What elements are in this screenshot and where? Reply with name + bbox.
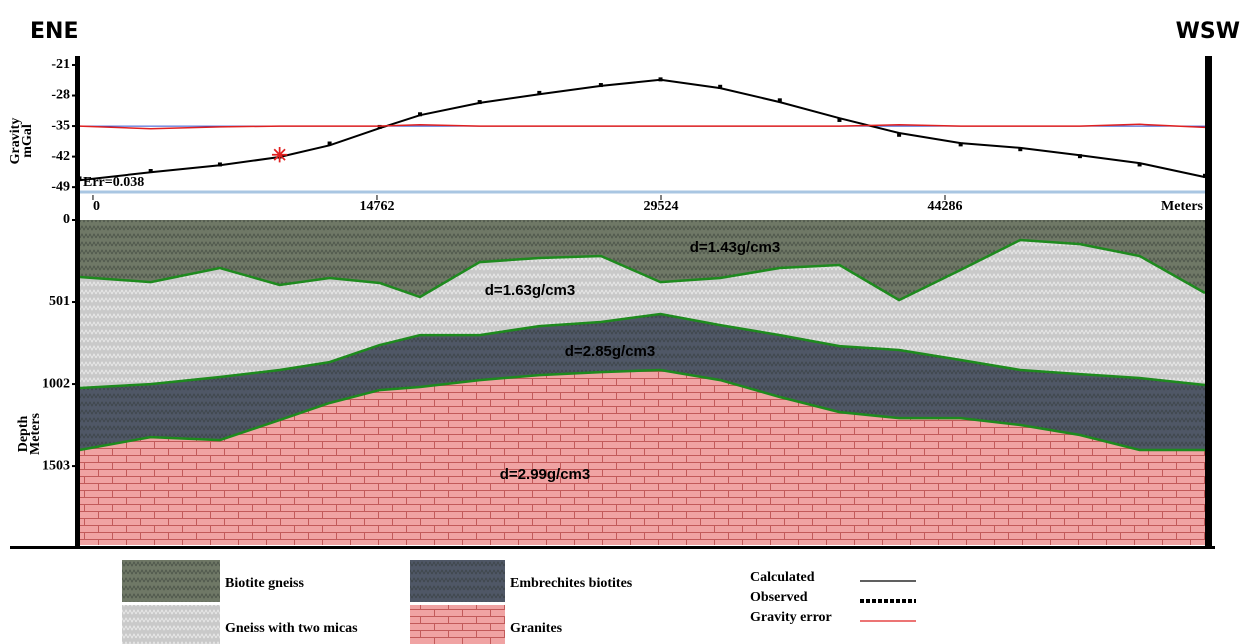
observed-point xyxy=(837,117,842,122)
legend-label: Calculated xyxy=(750,570,815,585)
y-tick-label: 1503 xyxy=(42,458,70,473)
frame-left xyxy=(75,56,80,548)
layer-fill xyxy=(79,369,1205,545)
legend-label: Biotite gneiss xyxy=(225,576,304,591)
observed-point xyxy=(598,83,603,88)
density-label: d=2.85g/cm3 xyxy=(565,343,655,360)
y-tick-label: -35 xyxy=(51,118,70,133)
y-tick-label: -21 xyxy=(51,57,70,72)
observed-point xyxy=(327,141,332,146)
observed-point xyxy=(537,90,542,95)
observed-point xyxy=(958,142,963,147)
observed-point xyxy=(777,98,782,103)
legend-label: Granites xyxy=(510,621,563,636)
layer-boundary xyxy=(79,238,1206,302)
density-label: d=2.99g/cm3 xyxy=(500,466,590,483)
gravity-label: Gravity xyxy=(8,118,23,165)
y-tick-label: -42 xyxy=(51,149,70,164)
right-label: WSW xyxy=(1176,19,1240,44)
x-axis-label: Meters xyxy=(1161,199,1204,214)
x-tick-label: 0 xyxy=(93,199,100,214)
observed-point xyxy=(1137,162,1142,167)
observed-point xyxy=(1018,147,1023,152)
error-line xyxy=(79,123,1206,130)
layer-boundary xyxy=(79,368,1205,452)
legend-label: Embrechites biotites xyxy=(510,576,633,591)
density-label: d=1.63g/cm3 xyxy=(485,282,575,299)
left-label: ENE xyxy=(30,19,78,44)
observed-point xyxy=(148,169,153,174)
density-label: d=1.43g/cm3 xyxy=(690,239,780,256)
observed-point xyxy=(897,132,902,137)
x-tick-label: 14762 xyxy=(359,199,394,214)
observed-point xyxy=(277,154,282,159)
y-tick-label: 1002 xyxy=(42,376,70,391)
legend-swatch xyxy=(122,605,220,644)
depth-unit: Meters xyxy=(28,412,43,455)
y-tick-label: 0 xyxy=(63,212,70,227)
observed-point xyxy=(1077,154,1082,159)
y-tick-label: -28 xyxy=(51,88,70,103)
layer-boundary xyxy=(79,312,1206,390)
observed-point xyxy=(377,124,382,129)
y-tick-label: -49 xyxy=(51,179,70,194)
x-tick-label: 44286 xyxy=(927,199,962,214)
legend-swatch xyxy=(122,560,220,602)
highlight-point: ✳ xyxy=(271,145,288,167)
observed-point xyxy=(477,100,482,105)
observed-point xyxy=(658,77,663,82)
observed-point xyxy=(718,84,723,89)
frame-bottom xyxy=(10,546,1215,549)
legend-swatch xyxy=(410,605,505,644)
observed-point xyxy=(217,162,222,167)
annotation: Err=0.038 xyxy=(83,175,144,190)
calculated-line xyxy=(79,78,1206,182)
x-tick-label: 29524 xyxy=(643,199,678,214)
layer-fill xyxy=(79,313,1205,451)
legend-swatch xyxy=(410,560,505,602)
legend-label: Gneiss with two micas xyxy=(225,621,358,636)
legend-label: Gravity error xyxy=(750,610,832,625)
gravity-unit: mGal xyxy=(20,124,35,158)
legend-label: Observed xyxy=(750,590,808,605)
depth-label: Depth xyxy=(16,416,31,453)
frame-right xyxy=(1205,56,1212,548)
y-tick-label: 501 xyxy=(49,294,70,309)
observed-point xyxy=(418,112,423,117)
